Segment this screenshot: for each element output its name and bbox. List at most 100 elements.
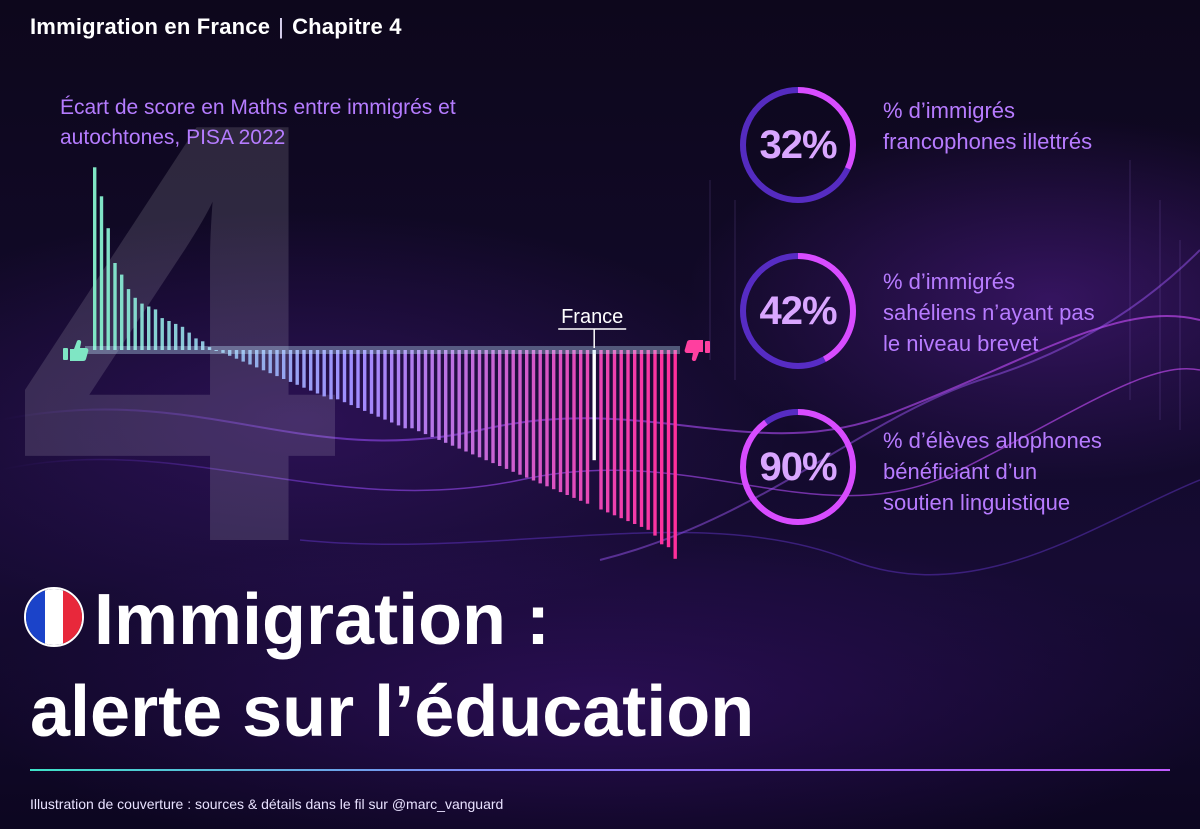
bar — [498, 350, 502, 466]
bar — [113, 263, 117, 350]
bar — [612, 350, 617, 516]
bar — [268, 350, 272, 374]
bar — [538, 350, 542, 484]
bar — [153, 309, 158, 350]
bar — [666, 350, 671, 548]
stat-label-line: % d’immigrés — [883, 269, 1016, 294]
bar — [653, 350, 657, 536]
bar — [93, 167, 97, 350]
bar — [248, 350, 252, 365]
bar — [450, 350, 455, 446]
bar — [167, 321, 171, 350]
bar — [437, 350, 441, 440]
stat-label-1: % d’immigrés francophones illettrés — [883, 95, 1183, 157]
bar — [646, 350, 650, 530]
bar — [585, 350, 590, 504]
bar — [403, 350, 407, 429]
stat-card-3: 90% % d’élèves allophones bénéficiant d’… — [738, 407, 1168, 527]
bar — [552, 350, 556, 490]
bar — [558, 350, 563, 493]
main-title-line-1: Immigration : — [94, 580, 551, 660]
bar — [423, 350, 428, 435]
header-separator: | — [278, 14, 285, 39]
bar — [302, 350, 306, 388]
bar — [464, 350, 468, 452]
footer-credit: Illustration de couverture : sources & d… — [30, 796, 504, 812]
bar — [356, 350, 360, 408]
bar — [180, 326, 185, 350]
bar — [282, 350, 286, 379]
bar — [349, 350, 353, 406]
bar — [511, 350, 515, 472]
stat-card-1: 32% % d’immigrés francophones illettrés — [738, 85, 1168, 205]
bar — [120, 274, 124, 350]
bar — [288, 350, 293, 382]
bar — [639, 350, 644, 527]
bar — [619, 350, 623, 519]
bar — [383, 350, 387, 420]
bar — [660, 350, 664, 545]
header: Immigration en France | Chapitre 4 — [30, 14, 402, 40]
flag-stripe-red — [63, 589, 82, 645]
bar — [194, 338, 198, 350]
bar — [160, 318, 164, 350]
bar — [626, 350, 630, 522]
stat-card-2: 42% % d’immigrés sahéliens n’ayant pas l… — [738, 251, 1168, 371]
bar — [140, 303, 144, 350]
bar — [444, 350, 448, 443]
bar — [133, 297, 137, 350]
france-label: France — [561, 306, 623, 328]
main-title-line-2: alerte sur l’éducation — [30, 672, 755, 752]
bar — [315, 350, 320, 394]
bar — [369, 350, 374, 414]
bar — [106, 228, 110, 350]
stat-label-line: soutien linguistique — [883, 490, 1071, 515]
bar — [147, 306, 151, 350]
stat-label-line: % d’immigrés — [883, 98, 1016, 123]
stat-ring-rest-1 — [740, 87, 856, 203]
bar — [457, 350, 461, 449]
bar — [187, 332, 191, 350]
stat-value-1: 32% — [759, 123, 837, 167]
bar — [228, 350, 232, 356]
stat-label-line: francophones illettrés — [883, 129, 1093, 154]
bar — [531, 350, 536, 481]
bar — [234, 350, 239, 359]
bar — [430, 350, 434, 437]
bar — [599, 350, 603, 510]
thumbs-down-icon — [684, 340, 710, 362]
bar — [241, 350, 245, 362]
bar — [201, 341, 205, 350]
flag-stripe-blue — [26, 589, 45, 645]
bar — [491, 350, 495, 464]
bar — [484, 350, 488, 461]
bar — [673, 350, 677, 559]
stat-value-3: 90% — [759, 445, 837, 489]
stat-ring-rest-2 — [740, 253, 856, 369]
stat-label-line: bénéficiant d’un — [883, 459, 1038, 484]
stat-ring-2 — [740, 253, 856, 369]
bar — [518, 350, 522, 475]
bar — [579, 350, 583, 501]
bar — [336, 350, 340, 400]
stat-ring-rest-3 — [740, 409, 856, 525]
bar — [309, 350, 313, 391]
stat-ring-3 — [740, 409, 856, 525]
chart-bars — [93, 167, 677, 559]
bar — [261, 350, 266, 371]
chart-title: Écart de score en Maths entre immigrés e… — [60, 96, 456, 149]
bar — [572, 350, 576, 498]
flag-stripe-white — [44, 589, 64, 645]
bar — [275, 350, 279, 377]
bar — [174, 323, 178, 350]
background-chapter-digit: 4 — [25, 100, 335, 570]
france-marker: France — [558, 306, 627, 348]
header-title: Immigration en France — [30, 14, 271, 39]
bar — [255, 350, 259, 368]
stat-label-line: % d’élèves allophones — [883, 428, 1102, 453]
stat-value-2: 42% — [759, 289, 837, 333]
bar — [376, 350, 380, 417]
bar — [410, 350, 414, 429]
